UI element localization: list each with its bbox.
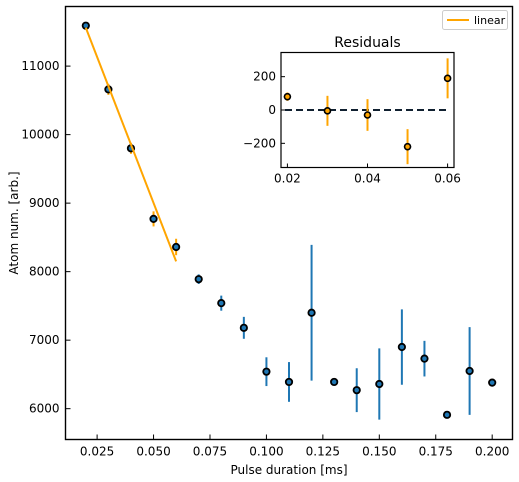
- data-point: [308, 310, 314, 316]
- data-point: [466, 368, 472, 374]
- residual-point: [405, 144, 411, 150]
- inset-x-tick-label: 0.02: [274, 172, 301, 186]
- y-tick-label: 11000: [21, 59, 59, 73]
- residual-point: [284, 94, 290, 100]
- fit-line-linear: [86, 28, 176, 262]
- main-fit-line: [86, 28, 176, 262]
- x-tick-label: 0.175: [419, 445, 453, 459]
- x-tick-label: 0.100: [249, 445, 283, 459]
- data-point: [241, 325, 247, 331]
- main-x-ticks: 0.025 0.050 0.075 0.100 0.125 0.150 0.175 0.200: [80, 435, 509, 459]
- x-tick-label: 0.200: [475, 445, 509, 459]
- data-point: [354, 387, 360, 393]
- y-tick-label: 6000: [29, 402, 60, 416]
- x-tick-label: 0.125: [306, 445, 340, 459]
- data-point: [331, 379, 337, 385]
- x-tick-label: 0.150: [362, 445, 396, 459]
- inset-title: Residuals: [334, 35, 400, 51]
- inset-y-tick-label: −200: [243, 136, 276, 150]
- residual-point: [324, 108, 330, 114]
- inset-x-tick-label: 0.06: [434, 172, 461, 186]
- inset-y-tick-label: 200: [253, 70, 276, 84]
- x-tick-label: 0.025: [80, 445, 114, 459]
- data-point: [421, 355, 427, 361]
- residual-point: [365, 112, 371, 118]
- y-tick-label: 8000: [29, 265, 60, 279]
- x-tick-label: 0.075: [193, 445, 227, 459]
- y-tick-label: 10000: [21, 128, 59, 142]
- data-point: [218, 300, 224, 306]
- x-axis-label: Pulse duration [ms]: [230, 463, 347, 477]
- residual-point: [445, 75, 451, 81]
- legend: linear: [443, 11, 508, 30]
- data-point: [173, 244, 179, 250]
- y-axis-label: Atom num. [arb.]: [7, 171, 21, 274]
- legend-label-linear: linear: [474, 14, 506, 27]
- x-tick-label: 0.050: [136, 445, 170, 459]
- main-y-ticks: 6000 7000 8000 9000 10000 11000: [21, 59, 70, 416]
- data-point: [263, 368, 269, 374]
- data-point: [150, 216, 156, 222]
- data-point: [286, 379, 292, 385]
- data-point: [376, 381, 382, 387]
- data-point: [399, 344, 405, 350]
- y-tick-label: 7000: [29, 333, 60, 347]
- data-point: [444, 412, 450, 418]
- y-tick-label: 9000: [29, 196, 60, 210]
- inset-y-ticks: −200 0 200: [243, 70, 285, 151]
- inset-y-tick-label: 0: [268, 103, 276, 117]
- inset-x-tick-label: 0.04: [354, 172, 381, 186]
- data-point: [195, 276, 201, 282]
- data-point: [489, 379, 495, 385]
